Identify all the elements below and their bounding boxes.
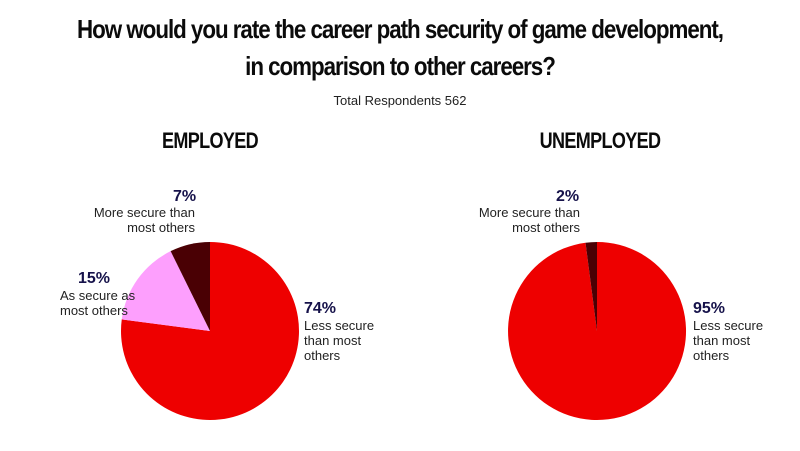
chart-title-line1: How would you rate the career path secur… bbox=[77, 14, 724, 44]
employed-pie bbox=[120, 242, 299, 421]
unemployed-slice-more-secure bbox=[585, 242, 597, 331]
unemployed-more-secure-label: More secure than most others bbox=[440, 205, 580, 235]
label-line: most others bbox=[60, 303, 128, 318]
employed-pie-title: EMPLOYED bbox=[162, 128, 259, 153]
employed-as-secure-percent: 15% bbox=[78, 270, 111, 287]
employed-less-secure-percent: 74% bbox=[304, 300, 337, 317]
chart-title-line2: in comparison to other careers? bbox=[245, 51, 556, 81]
employed-less-secure-label: Less secure than most others bbox=[304, 318, 414, 363]
label-line: most others bbox=[512, 220, 580, 235]
label-line: Less secure bbox=[693, 318, 764, 333]
unemployed-slice-less-secure bbox=[508, 242, 687, 420]
label-line: others bbox=[304, 348, 341, 363]
label-line: More secure than bbox=[478, 205, 580, 220]
employed-as-secure-label: As secure as most others bbox=[60, 288, 170, 318]
label-line: than most bbox=[304, 333, 362, 348]
unemployed-pie-title: UNEMPLOYED bbox=[539, 128, 661, 153]
employed-slice-less-secure bbox=[120, 242, 299, 421]
label-line: As secure as bbox=[60, 288, 136, 303]
label-line: Less secure bbox=[304, 318, 375, 333]
unemployed-more-secure-percent: 2% bbox=[556, 188, 580, 205]
employed-more-secure-label: More secure than most others bbox=[60, 205, 195, 235]
unemployed-less-secure-percent: 95% bbox=[693, 300, 726, 317]
total-respondents: Total Respondents 562 bbox=[333, 93, 467, 108]
unemployed-pie bbox=[508, 242, 687, 420]
label-line: than most bbox=[693, 333, 751, 348]
label-line: most others bbox=[127, 220, 195, 235]
employed-more-secure-percent: 7% bbox=[173, 188, 197, 205]
unemployed-less-secure-label: Less secure than most others bbox=[693, 318, 793, 363]
employed-slice-more-secure bbox=[170, 242, 210, 331]
employed-slice-as-secure bbox=[121, 251, 210, 331]
label-line: others bbox=[693, 348, 730, 363]
label-line: More secure than bbox=[93, 205, 195, 220]
